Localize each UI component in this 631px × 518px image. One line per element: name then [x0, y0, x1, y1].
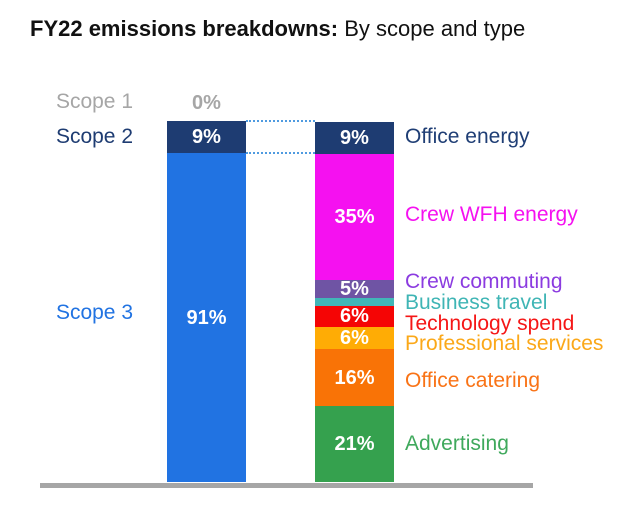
segment-value-label-professional-services: 6% [340, 326, 369, 349]
bar-segment-crew-wfh-energy: 35% [315, 154, 394, 281]
scope-label-scope-1: Scope 1 [55, 90, 133, 113]
connector-line-bottom [246, 152, 315, 154]
segment-value-label-crew-wfh-energy: 35% [334, 206, 375, 229]
bar-segment-scope-2: 9% [167, 121, 246, 154]
bar-segment-advertising: 21% [315, 406, 394, 482]
scope-label-scope-2: Scope 2 [55, 125, 133, 148]
segment-value-label-scope-3: 91% [186, 306, 227, 329]
segment-value-label-scope-2: 9% [192, 126, 221, 149]
bar-segment-professional-services: 6% [315, 327, 394, 349]
segment-value-label-advertising: 21% [334, 433, 375, 456]
scope-label-scope-3: Scope 3 [55, 301, 133, 324]
segment-value-label-technology-spend: 6% [340, 305, 369, 328]
bar-by-scope: 9% 91% [167, 121, 246, 482]
scope1-value-label: 0% [192, 92, 221, 114]
category-label-technology-spend: Technology spend [405, 312, 575, 335]
category-label-business-travel: Business travel [405, 291, 548, 314]
segment-value-label-office-energy: 9% [340, 127, 369, 150]
category-label-office-energy: Office energy [405, 125, 530, 148]
chart-title-emphasis: FY22 emissions breakdowns: [30, 16, 339, 41]
segment-value-label-office-catering: 16% [334, 366, 375, 389]
bar-segment-crew-commuting: 5% [315, 278, 394, 301]
bar-segment-office-energy: 9% [315, 122, 394, 155]
category-label-crew-commuting: Crew commuting [405, 270, 563, 293]
category-label-professional-services: Professional services [405, 332, 604, 355]
bar-segment-scope-3: 91% [167, 153, 246, 482]
chart-title-subtitle: By scope and type [338, 16, 526, 41]
bar-by-type: 9% 35% 5% 6% 6% 16% 21% [315, 122, 394, 482]
category-label-advertising: Advertising [405, 432, 509, 455]
bar-segment-business-travel [315, 298, 394, 306]
category-label-office-catering: Office catering [405, 369, 541, 392]
connector-line-top [246, 120, 315, 122]
category-label-crew-wfh-energy: Crew WFH energy [405, 203, 578, 226]
segment-value-label-crew-commuting: 5% [340, 278, 369, 301]
bar-segment-technology-spend: 6% [315, 305, 394, 328]
bar-segment-office-catering: 16% [315, 348, 394, 407]
x-axis-line [40, 483, 533, 488]
chart-title: FY22 emissions breakdowns: By scope and … [30, 16, 525, 42]
